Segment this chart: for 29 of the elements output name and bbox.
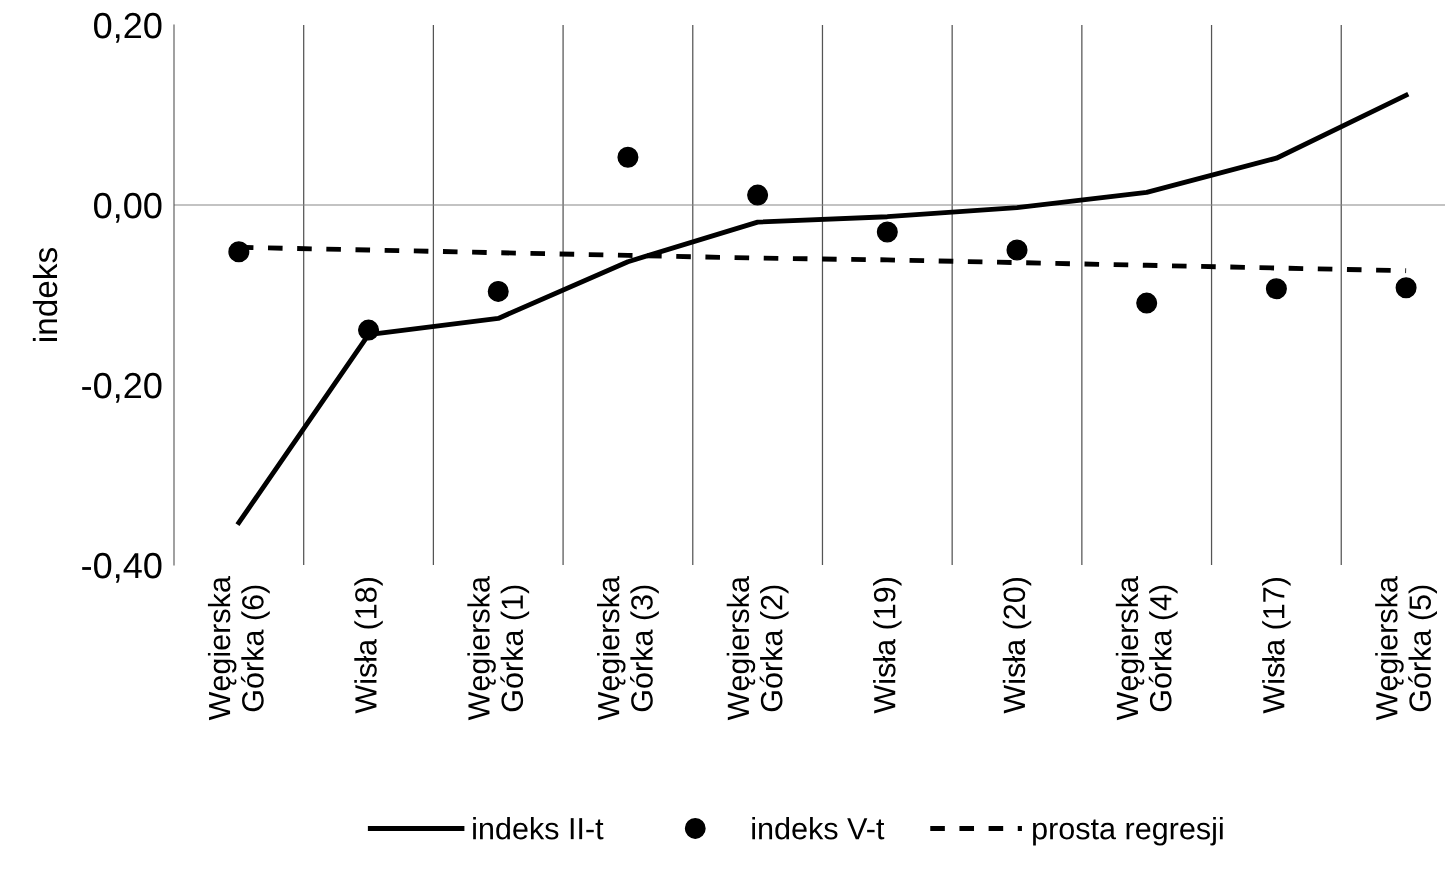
point — [876, 221, 898, 243]
y-axis-title: indeks — [32, 248, 58, 341]
y-tick-label: 0,20 — [94, 12, 162, 43]
x-tick-label: Wisła (18) — [354, 578, 383, 714]
x-tick-label: Węgierska Górka (2) — [726, 576, 789, 721]
point — [1395, 277, 1417, 299]
x-tick-label: Węgierska Górka (4) — [1115, 576, 1178, 721]
point — [1006, 239, 1028, 261]
x-tick-label: Węgierska Górka (6) — [207, 576, 270, 721]
legend-label: indeks II-t — [473, 817, 604, 840]
point — [358, 319, 380, 341]
y-tick-label: 0,00 — [94, 192, 162, 223]
legend-label: prosta regresji — [1033, 817, 1223, 846]
point — [228, 241, 250, 263]
x-tick-label: Wisła (17) — [1262, 578, 1291, 714]
y-tick-label: -0,20 — [82, 372, 162, 403]
x-tick-label: Węgierska Górka (3) — [597, 576, 659, 721]
legend-label: indeks V-t — [752, 817, 885, 840]
y-tick-label: -0,40 — [82, 552, 162, 583]
point — [747, 184, 769, 206]
point — [487, 280, 509, 302]
x-tick-label: Węgierska Górka (5) — [1375, 576, 1437, 721]
line-series — [236, 92, 1409, 526]
point — [617, 146, 639, 168]
x-tick-label: Wisła (19) — [873, 578, 902, 714]
point — [1265, 278, 1287, 300]
point — [1136, 292, 1158, 314]
x-tick-label: Węgierska Górka (1) — [467, 576, 530, 721]
x-tick-label: Wisła (20) — [1002, 578, 1032, 714]
